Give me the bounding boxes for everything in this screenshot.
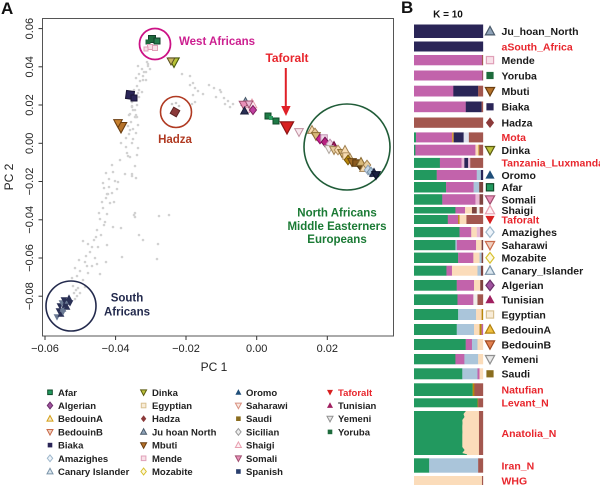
svg-text:Oromo: Oromo bbox=[246, 388, 277, 399]
svg-text:Ju_hoan_North: Ju_hoan_North bbox=[502, 26, 579, 38]
svg-text:0.06: 0.06 bbox=[24, 18, 36, 39]
svg-text:Yemeni: Yemeni bbox=[338, 414, 371, 425]
svg-text:0.00: 0.00 bbox=[246, 343, 267, 355]
svg-text:Mbuti: Mbuti bbox=[502, 86, 530, 98]
svg-text:Mota: Mota bbox=[502, 132, 527, 144]
svg-text:Algerian: Algerian bbox=[58, 401, 96, 412]
svg-text:Amazighes: Amazighes bbox=[502, 227, 558, 239]
svg-text:South: South bbox=[111, 293, 144, 305]
svg-text:Mende: Mende bbox=[152, 454, 182, 465]
svg-text:Taforalt: Taforalt bbox=[338, 388, 373, 399]
svg-text:Somali: Somali bbox=[246, 454, 277, 465]
svg-text:Mozabite: Mozabite bbox=[152, 467, 193, 478]
svg-text:0.00: 0.00 bbox=[24, 133, 36, 154]
svg-text:Taforalt: Taforalt bbox=[502, 214, 540, 226]
svg-text:Europeans: Europeans bbox=[307, 234, 366, 246]
svg-text:Dinka: Dinka bbox=[502, 145, 531, 157]
svg-text:Africans: Africans bbox=[104, 307, 150, 319]
svg-text:Canary Islander: Canary Islander bbox=[58, 467, 130, 478]
svg-text:K = 10: K = 10 bbox=[433, 10, 463, 21]
svg-text:Yemeni: Yemeni bbox=[502, 354, 539, 366]
svg-text:Oromo: Oromo bbox=[502, 170, 536, 182]
svg-text:Yoruba: Yoruba bbox=[338, 427, 371, 438]
svg-text:−0.06: −0.06 bbox=[24, 244, 36, 272]
svg-text:Shaigi: Shaigi bbox=[246, 441, 275, 452]
svg-text:−0.02: −0.02 bbox=[172, 343, 200, 355]
svg-text:Ju hoan North: Ju hoan North bbox=[152, 427, 217, 438]
svg-text:Afar: Afar bbox=[502, 182, 523, 194]
svg-text:Egyptian: Egyptian bbox=[152, 401, 192, 412]
svg-text:0.04: 0.04 bbox=[24, 56, 36, 77]
svg-text:Biaka: Biaka bbox=[502, 102, 530, 114]
svg-text:Amazighes: Amazighes bbox=[58, 454, 108, 465]
svg-text:BedouinB: BedouinB bbox=[58, 427, 103, 438]
svg-text:Sicilian: Sicilian bbox=[246, 427, 279, 438]
svg-text:Middle Easterners: Middle Easterners bbox=[287, 221, 386, 233]
svg-text:Canary_Islander: Canary_Islander bbox=[502, 266, 584, 278]
svg-text:−0.02: −0.02 bbox=[24, 168, 36, 196]
svg-text:−0.04: −0.04 bbox=[24, 206, 36, 234]
svg-text:0.02: 0.02 bbox=[24, 94, 36, 115]
svg-text:−0.08: −0.08 bbox=[24, 282, 36, 310]
svg-text:Egyptian: Egyptian bbox=[502, 309, 546, 321]
svg-text:Biaka: Biaka bbox=[58, 441, 84, 452]
svg-text:Hadza: Hadza bbox=[158, 134, 192, 146]
svg-text:Shaigi: Shaigi bbox=[502, 205, 534, 217]
svg-text:Saudi: Saudi bbox=[246, 414, 272, 425]
svg-text:North Africans: North Africans bbox=[297, 208, 376, 220]
svg-text:0.02: 0.02 bbox=[317, 343, 338, 355]
svg-text:A: A bbox=[1, 0, 13, 18]
svg-text:West Africans: West Africans bbox=[179, 36, 255, 48]
svg-text:WHG: WHG bbox=[502, 475, 528, 485]
svg-text:Dinka: Dinka bbox=[152, 388, 179, 399]
svg-text:Tanzania_Luxmanda: Tanzania_Luxmanda bbox=[502, 158, 600, 170]
svg-text:Levant_N: Levant_N bbox=[502, 398, 549, 410]
svg-text:Natufian: Natufian bbox=[502, 384, 544, 396]
svg-text:aSouth_Africa: aSouth_Africa bbox=[502, 41, 573, 53]
svg-text:Saudi: Saudi bbox=[502, 369, 531, 381]
svg-text:Hadza: Hadza bbox=[152, 414, 181, 425]
svg-text:Mbuti: Mbuti bbox=[152, 441, 177, 452]
svg-text:BedouinA: BedouinA bbox=[58, 414, 103, 425]
svg-text:Mende: Mende bbox=[502, 55, 535, 67]
svg-text:Anatolia_N: Anatolia_N bbox=[502, 428, 557, 440]
svg-text:Yoruba: Yoruba bbox=[502, 70, 538, 82]
svg-text:−0.04: −0.04 bbox=[102, 343, 130, 355]
svg-text:Mozabite: Mozabite bbox=[502, 253, 547, 265]
svg-text:BedouinA: BedouinA bbox=[502, 324, 552, 336]
svg-text:Algerian: Algerian bbox=[502, 280, 544, 292]
svg-text:Tunisian: Tunisian bbox=[502, 294, 544, 306]
svg-text:Taforalt: Taforalt bbox=[265, 51, 308, 65]
svg-text:Saharawi: Saharawi bbox=[246, 401, 288, 412]
svg-text:Hadza: Hadza bbox=[502, 117, 533, 129]
svg-text:−0.06: −0.06 bbox=[31, 343, 59, 355]
svg-text:PC 2: PC 2 bbox=[2, 163, 16, 190]
svg-text:BedouinB: BedouinB bbox=[502, 339, 552, 351]
svg-text:Tunisian: Tunisian bbox=[338, 401, 377, 412]
svg-text:PC 1: PC 1 bbox=[201, 360, 228, 374]
svg-text:Afar: Afar bbox=[58, 388, 77, 399]
svg-text:Iran_N: Iran_N bbox=[502, 460, 535, 472]
svg-text:B: B bbox=[401, 0, 413, 17]
svg-text:Spanish: Spanish bbox=[246, 467, 283, 478]
svg-text:Saharawi: Saharawi bbox=[502, 240, 548, 252]
svg-text:Somali: Somali bbox=[502, 194, 537, 206]
